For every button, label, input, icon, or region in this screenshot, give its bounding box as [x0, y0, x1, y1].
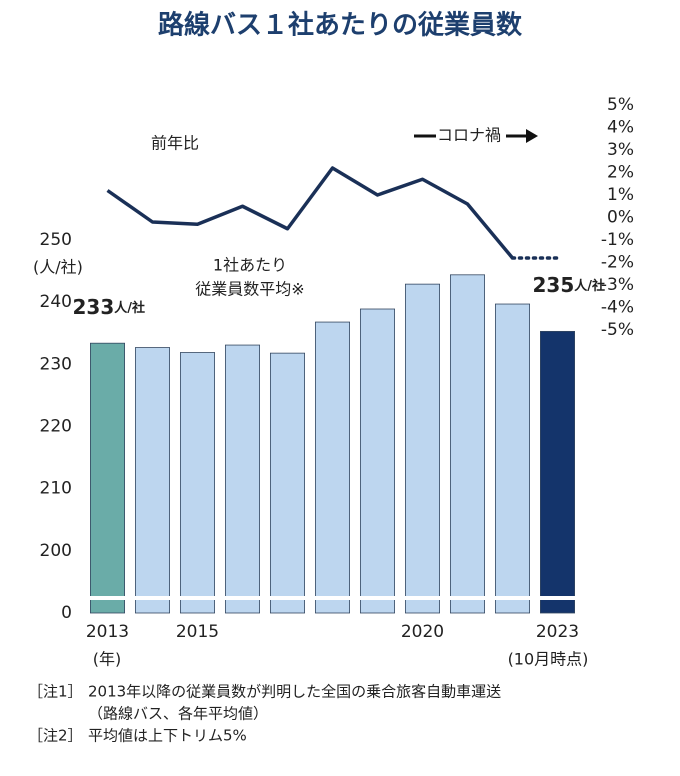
x-unit: (年) — [93, 650, 122, 669]
bar — [314, 321, 350, 614]
bar — [90, 342, 126, 614]
x-tick-label: 2023 — [536, 622, 579, 642]
note-text: （路線バス、各年平均値） — [88, 705, 268, 723]
chart-title: 路線バス１社あたりの従業員数 — [158, 10, 523, 41]
bar — [494, 303, 530, 614]
y2-tick-label: -4% — [601, 298, 634, 318]
y2-tick-label: -1% — [601, 230, 634, 250]
note-mark: ［注1］ — [28, 683, 83, 701]
y-tick-label: 200 — [40, 541, 72, 561]
y2-tick-label: -5% — [601, 320, 634, 340]
y-tick-label: 250 — [40, 230, 72, 250]
y-tick-label: 210 — [40, 479, 72, 499]
annotation: コロナ禍 — [437, 126, 501, 145]
y-tick-label: 240 — [40, 292, 72, 312]
bar — [540, 330, 576, 614]
x-note: (10月時点) — [508, 650, 589, 669]
bar — [134, 347, 170, 614]
y2-tick-label: -3% — [601, 275, 634, 295]
note-text: 2013年以降の従業員数が判明した全国の乗合旅客自動車運送 — [88, 683, 501, 701]
x-tick-label: 2015 — [176, 622, 219, 642]
note-mark: ［注2］ — [28, 727, 83, 745]
data-label-unit: 人/社 — [574, 278, 605, 294]
bar — [404, 283, 440, 614]
data-label-value: 233 — [73, 295, 115, 319]
y2-tick-label: 4% — [607, 118, 634, 138]
x-tick-label: 2020 — [401, 622, 444, 642]
y2-tick-label: -2% — [601, 253, 634, 273]
y-unit: (人/社) — [33, 258, 83, 277]
data-label-unit: 人/社 — [114, 300, 145, 316]
bar-label: 従業員数平均※ — [195, 280, 304, 299]
bar — [224, 344, 260, 614]
bar — [449, 274, 485, 614]
bar — [179, 352, 215, 614]
y2-tick-label: 1% — [607, 185, 634, 205]
bar — [269, 352, 305, 614]
data-label: 235人/社 — [533, 273, 606, 297]
y2-tick-label: 3% — [607, 140, 634, 160]
y-tick-label: 230 — [40, 354, 72, 374]
line — [106, 166, 514, 260]
data-label: 233人/社 — [73, 295, 146, 319]
bar-label: 1社あたり — [213, 256, 287, 275]
x-tick-label: 2013 — [86, 622, 129, 642]
y-tick-label: 220 — [40, 417, 72, 437]
data-label-value: 235 — [533, 273, 575, 297]
y2-tick-label: 2% — [607, 163, 634, 183]
arrow-head — [526, 129, 538, 143]
line-label: 前年比 — [151, 134, 199, 153]
y2-tick-label: 0% — [607, 208, 634, 228]
note-text: 平均値は上下トリム5% — [88, 727, 247, 745]
y2-tick-label: 5% — [607, 95, 634, 115]
y-tick-label: 0 — [61, 603, 72, 623]
bar — [359, 308, 395, 614]
